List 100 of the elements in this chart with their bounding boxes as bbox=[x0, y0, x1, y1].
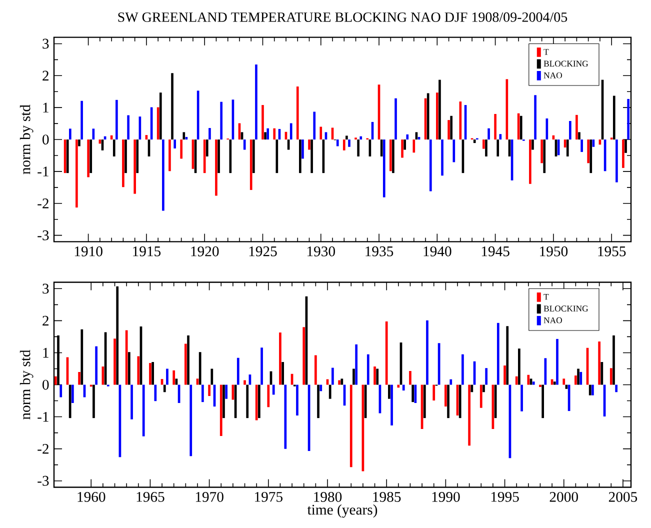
bar bbox=[190, 384, 192, 456]
x-tick-label: 1980 bbox=[314, 492, 342, 502]
bar bbox=[496, 140, 500, 156]
bar bbox=[504, 366, 506, 385]
y-tick-label: 1 bbox=[43, 102, 48, 112]
bar bbox=[452, 140, 456, 162]
bar bbox=[310, 140, 313, 174]
bar bbox=[520, 384, 523, 412]
bar bbox=[258, 384, 260, 418]
bar bbox=[260, 348, 263, 385]
bar bbox=[598, 342, 600, 385]
bar bbox=[78, 140, 80, 146]
bar bbox=[229, 140, 232, 174]
bar bbox=[506, 326, 509, 385]
bar bbox=[580, 372, 582, 385]
bar bbox=[574, 375, 577, 385]
bar bbox=[390, 384, 393, 426]
bar bbox=[447, 384, 450, 418]
bar bbox=[264, 132, 266, 140]
bar bbox=[627, 98, 630, 140]
legend-label: T bbox=[544, 49, 549, 55]
bar bbox=[357, 140, 360, 156]
bar bbox=[366, 354, 370, 385]
bar bbox=[566, 140, 569, 156]
bar bbox=[448, 120, 450, 140]
bar bbox=[374, 366, 376, 385]
bar bbox=[299, 140, 302, 174]
bar bbox=[426, 320, 428, 385]
bar bbox=[246, 384, 249, 418]
legend-label: NAO bbox=[544, 72, 562, 78]
bar bbox=[130, 384, 133, 420]
bar bbox=[255, 64, 258, 140]
bar bbox=[317, 384, 320, 418]
bar bbox=[616, 140, 618, 182]
bar bbox=[482, 384, 485, 392]
bar bbox=[122, 140, 124, 188]
x-tick-label: 2000 bbox=[550, 492, 578, 502]
bar bbox=[128, 352, 130, 385]
bar bbox=[171, 73, 174, 140]
bar bbox=[499, 134, 502, 140]
bar bbox=[166, 368, 168, 385]
bar bbox=[612, 96, 616, 140]
bar bbox=[544, 358, 547, 385]
y-tick-label: 3 bbox=[42, 284, 49, 294]
bar bbox=[412, 140, 416, 153]
bar bbox=[612, 335, 615, 385]
bar bbox=[532, 382, 535, 385]
bar bbox=[458, 384, 462, 418]
x-tick-label: 1915 bbox=[133, 246, 161, 256]
bar bbox=[142, 384, 145, 436]
y-tick-label: 2 bbox=[42, 70, 48, 80]
bar bbox=[137, 356, 140, 385]
bar bbox=[149, 362, 152, 385]
bar bbox=[473, 140, 476, 144]
bar bbox=[163, 384, 166, 392]
bar bbox=[252, 140, 255, 174]
bar bbox=[116, 286, 119, 385]
bar bbox=[124, 140, 127, 174]
bar bbox=[429, 140, 432, 192]
legend-label: BLOCKING bbox=[544, 306, 588, 312]
bar bbox=[302, 140, 304, 159]
x-tick-label: 2005 bbox=[608, 492, 638, 502]
bar bbox=[600, 362, 604, 385]
bar bbox=[402, 384, 405, 391]
x-tick-label: 1995 bbox=[491, 492, 519, 502]
bar bbox=[450, 379, 452, 385]
bar bbox=[250, 140, 252, 190]
bar bbox=[125, 330, 128, 385]
bar bbox=[450, 116, 452, 140]
bar bbox=[184, 344, 187, 385]
bar bbox=[71, 384, 74, 404]
bar bbox=[340, 378, 344, 385]
bar bbox=[482, 140, 485, 149]
bar bbox=[376, 368, 379, 385]
bar bbox=[622, 140, 624, 168]
bar bbox=[542, 384, 544, 418]
bar bbox=[392, 140, 394, 174]
bar bbox=[159, 92, 162, 140]
x-tick-label: 1990 bbox=[432, 492, 460, 502]
bar bbox=[320, 126, 322, 140]
bar bbox=[578, 132, 580, 140]
bar bbox=[480, 384, 482, 408]
x-tick-label: 1965 bbox=[136, 492, 164, 502]
x-tick-label: 1985 bbox=[373, 492, 401, 502]
bar bbox=[162, 140, 164, 211]
bar bbox=[320, 384, 322, 392]
bar bbox=[225, 384, 228, 399]
bar bbox=[80, 100, 83, 140]
bar bbox=[438, 80, 441, 140]
y-tick-label: -1 bbox=[38, 412, 48, 422]
bar bbox=[332, 368, 334, 385]
bar bbox=[60, 384, 62, 398]
x-tick-label: 1910 bbox=[74, 246, 102, 256]
bar bbox=[615, 384, 618, 392]
bar bbox=[485, 140, 488, 156]
bar bbox=[342, 140, 346, 150]
x-tick-label: 1945 bbox=[482, 246, 510, 256]
bar bbox=[69, 128, 72, 140]
legend-label: BLOCKING bbox=[544, 60, 588, 67]
bar bbox=[154, 384, 157, 402]
